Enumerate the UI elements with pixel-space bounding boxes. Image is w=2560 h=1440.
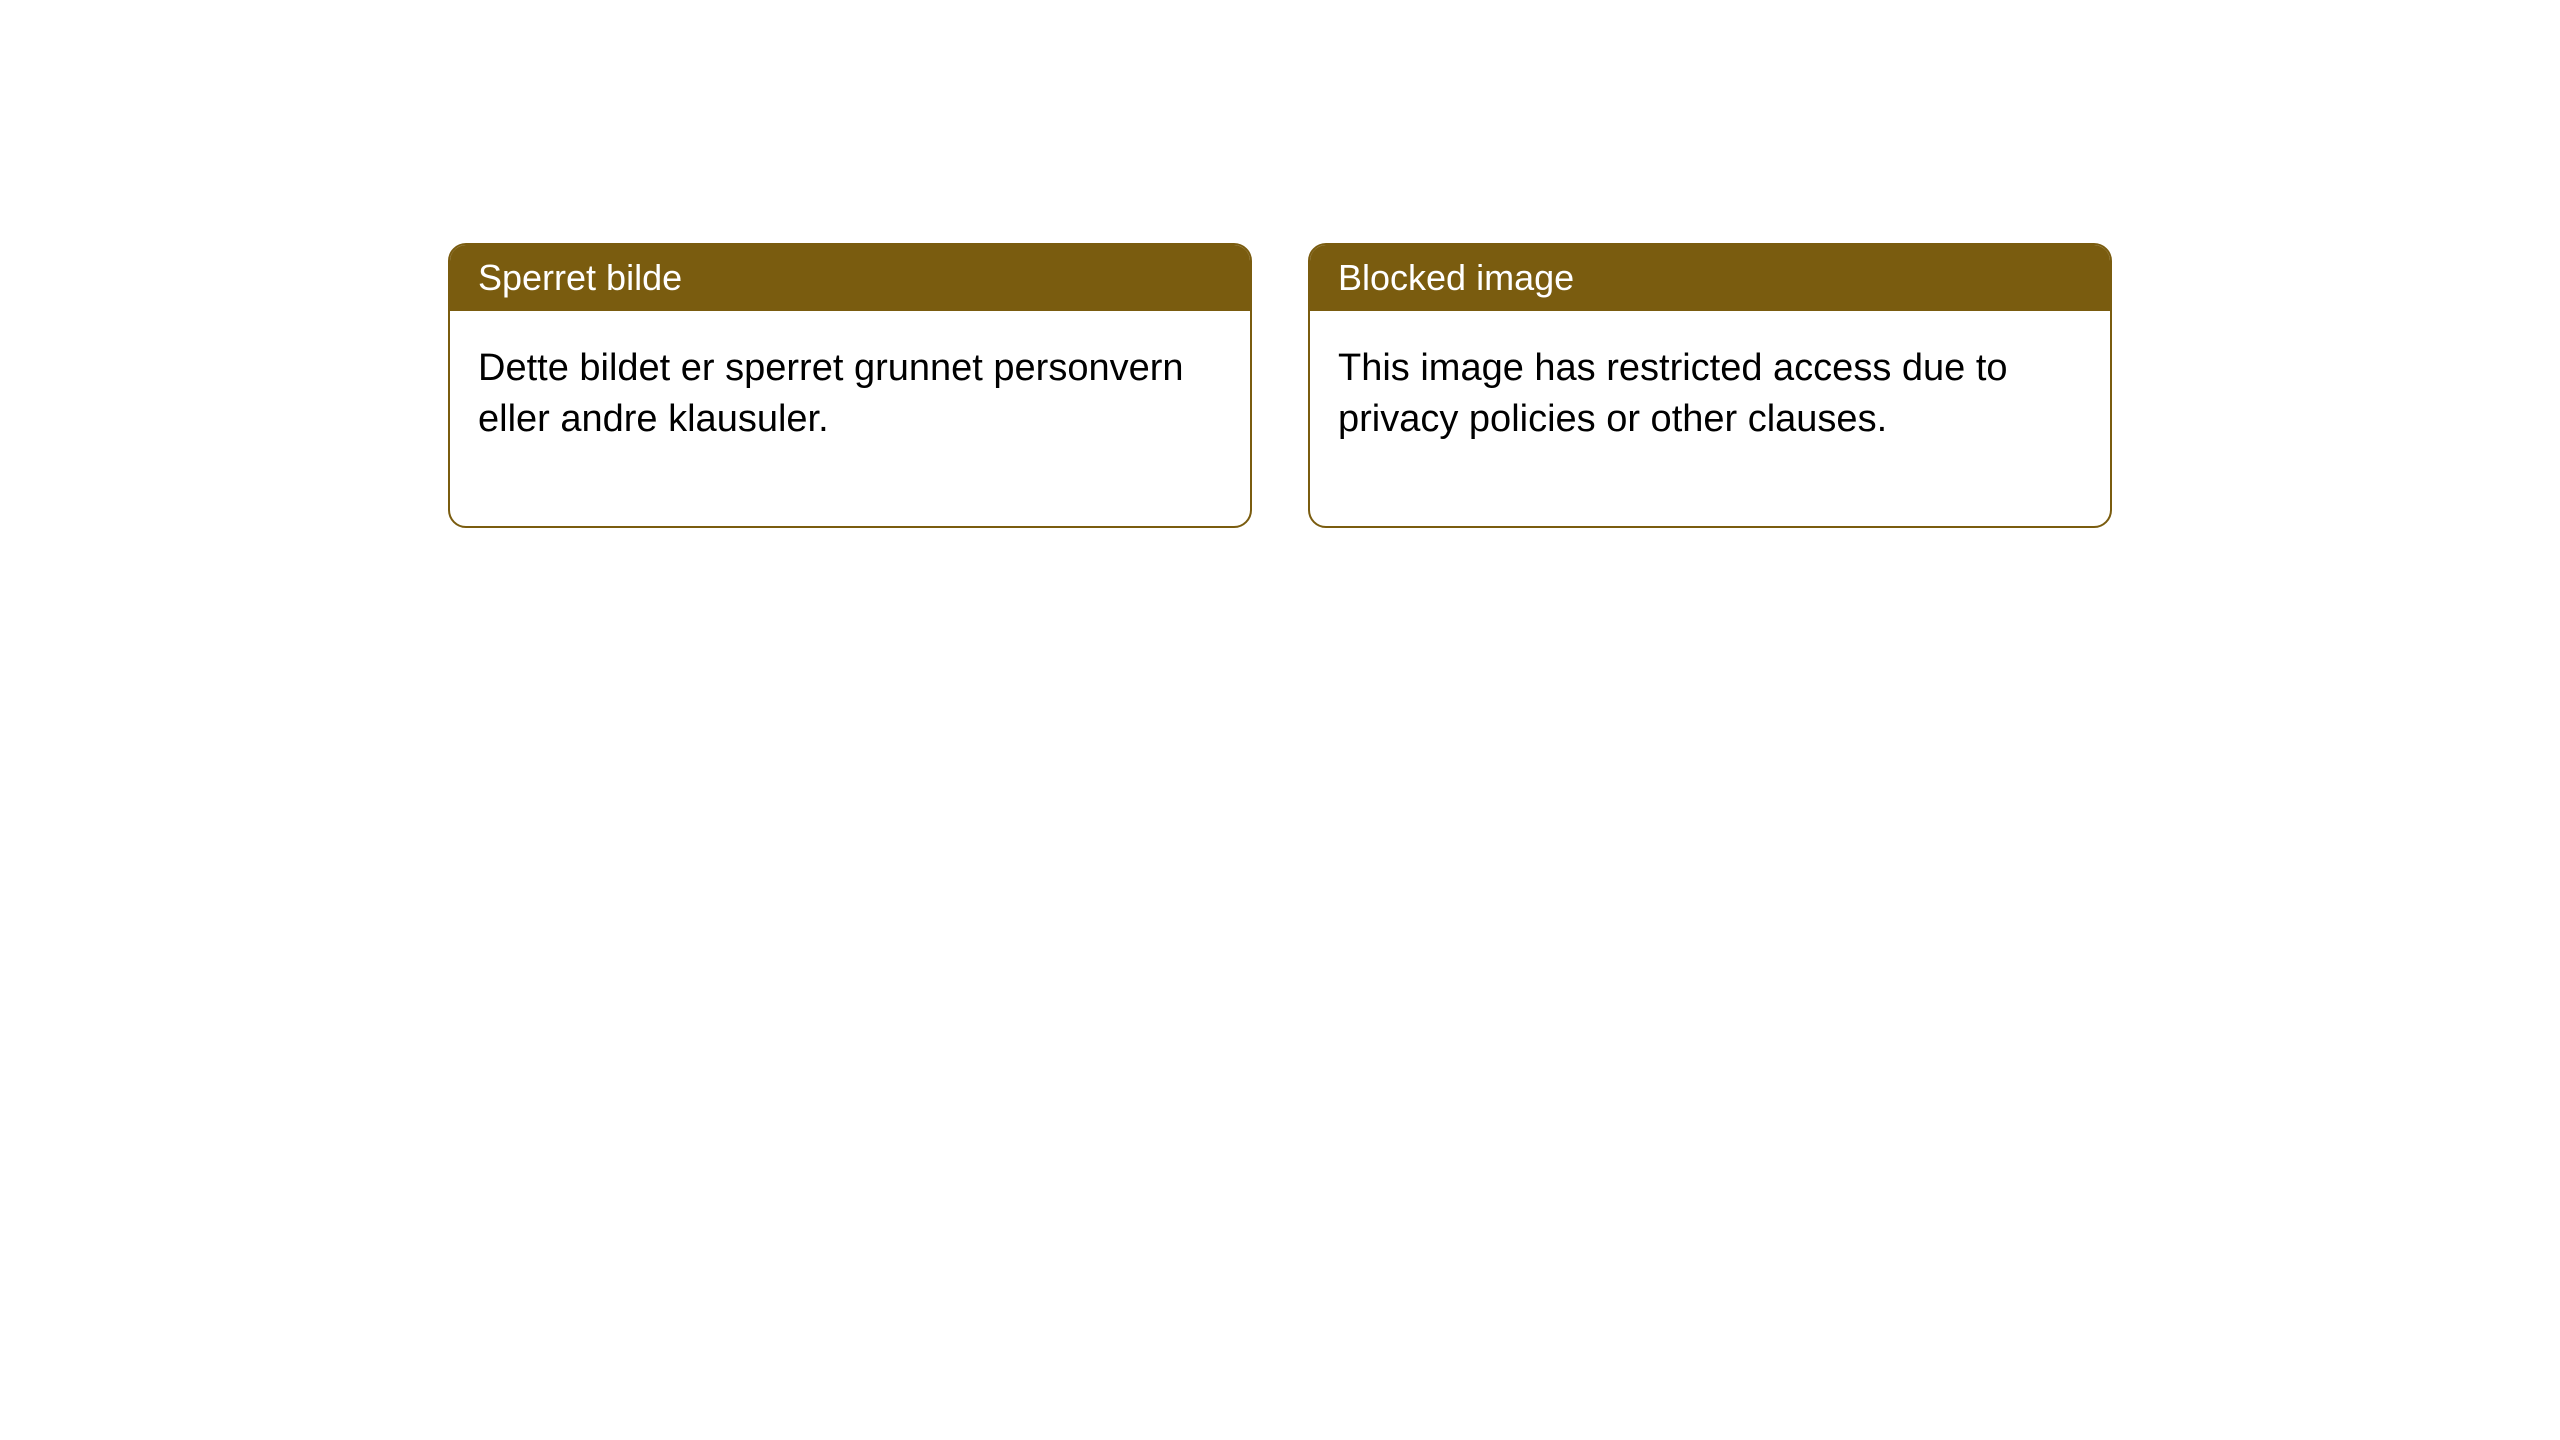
notice-header: Sperret bilde [450,245,1250,311]
notice-card-norwegian: Sperret bilde Dette bildet er sperret gr… [448,243,1252,528]
notice-body: This image has restricted access due to … [1310,311,2110,526]
notice-body: Dette bildet er sperret grunnet personve… [450,311,1250,526]
notice-card-english: Blocked image This image has restricted … [1308,243,2112,528]
notice-container: Sperret bilde Dette bildet er sperret gr… [448,243,2112,528]
notice-header: Blocked image [1310,245,2110,311]
